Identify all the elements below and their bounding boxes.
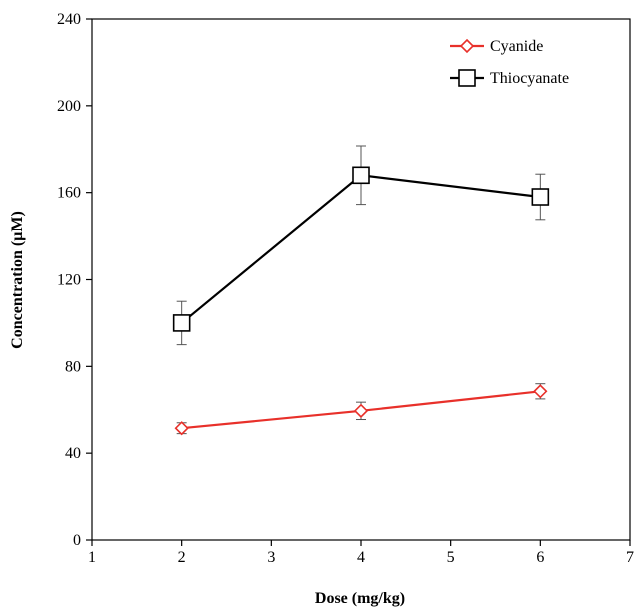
x-tick-label: 5 (447, 549, 455, 566)
y-tick-label: 0 (73, 532, 81, 549)
x-tick-label: 3 (267, 549, 275, 566)
plot-border (91, 18, 631, 541)
y-tick-label: 240 (57, 11, 81, 28)
data-point (174, 421, 189, 436)
series-layer (172, 145, 550, 436)
legend-swatch-marker (458, 69, 476, 87)
x-axis-ticks: 1 2 3 4 5 6 7 (88, 540, 634, 566)
data-point (353, 403, 369, 418)
series-cyanide (174, 383, 548, 436)
x-tick-label: 7 (626, 549, 634, 566)
x-tick-label: 6 (536, 549, 544, 566)
y-tick-label: 120 (57, 272, 81, 289)
legend-item-thiocyanate: Thiocyanate (450, 69, 569, 87)
plot-frame (91, 18, 631, 541)
x-axis-title: Dose (mg/kg) (315, 590, 405, 607)
data-point (533, 384, 548, 399)
data-point (531, 188, 550, 206)
legend-item-cyanide: Cyanide (450, 38, 543, 55)
legend-label: Cyanide (490, 38, 543, 55)
x-tick-label: 2 (178, 549, 186, 566)
y-tick-label: 200 (57, 98, 81, 115)
legend: Cyanide Thiocyanate (450, 38, 569, 87)
y-axis-title: Concentration (µM) (9, 211, 26, 349)
data-point (352, 166, 370, 185)
y-axis-ticks: 0 40 80 120 160 200 240 (57, 11, 92, 549)
legend-swatch-marker (459, 38, 475, 54)
y-tick-label: 160 (57, 185, 81, 202)
legend-label: Thiocyanate (490, 70, 569, 87)
x-tick-label: 4 (357, 549, 365, 566)
y-tick-label: 40 (65, 445, 81, 462)
y-tick-label: 80 (65, 358, 81, 375)
series-thiocyanate (172, 145, 550, 346)
data-point (172, 314, 191, 332)
x-tick-label: 1 (88, 549, 96, 566)
